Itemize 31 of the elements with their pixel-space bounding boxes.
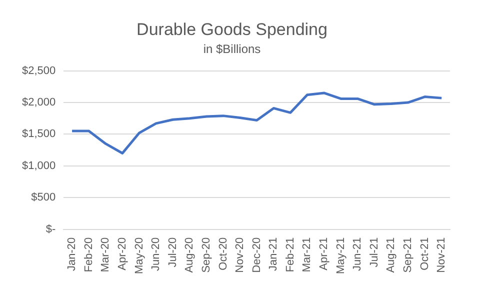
x-tick-label: Jul-20: [166, 237, 179, 268]
x-tick-label: Dec-20: [250, 237, 263, 273]
x-tick-label: Jan-21: [268, 237, 280, 271]
y-tick-label: $1,500: [22, 128, 56, 140]
x-tick-label: Jun-21: [352, 237, 364, 271]
x-tick-label: Jun-20: [150, 237, 162, 271]
x-tick-label: Aug-20: [184, 237, 196, 273]
x-tick-label: Nov-20: [234, 237, 246, 273]
x-tick-label: Feb-20: [82, 237, 95, 272]
x-tick-label: Mar-20: [100, 237, 112, 272]
y-tick-label: $1,000: [22, 160, 56, 172]
x-tick-label: Sep-21: [402, 237, 414, 273]
x-tick-label: Feb-21: [284, 237, 296, 272]
x-tick-label: Oct-20: [217, 237, 230, 270]
x-tick-label: Aug-21: [385, 237, 398, 273]
x-tick-label: Jan-20: [66, 237, 78, 271]
x-tick-label: Sep-20: [200, 237, 212, 273]
chart-title: Durable Goods Spending: [136, 20, 328, 39]
y-tick-label: $500: [31, 192, 56, 204]
x-tick-label: Nov-21: [436, 237, 448, 273]
x-tick-label: Apr-20: [116, 237, 128, 270]
x-tick-label: Oct-21: [418, 237, 431, 270]
x-tick-label: Mar-21: [301, 237, 314, 272]
x-tick-label: Jul-21: [368, 237, 380, 268]
x-tick-label: Apr-21: [318, 237, 330, 270]
y-tick-label: $2,500: [22, 64, 56, 77]
y-tick-label: $2,000: [22, 96, 56, 109]
chart-subtitle: in $Billions: [203, 42, 261, 56]
x-tick-label: May-21: [334, 237, 347, 274]
x-tick-label: May-20: [133, 237, 146, 274]
y-tick-label: $-: [46, 223, 56, 236]
